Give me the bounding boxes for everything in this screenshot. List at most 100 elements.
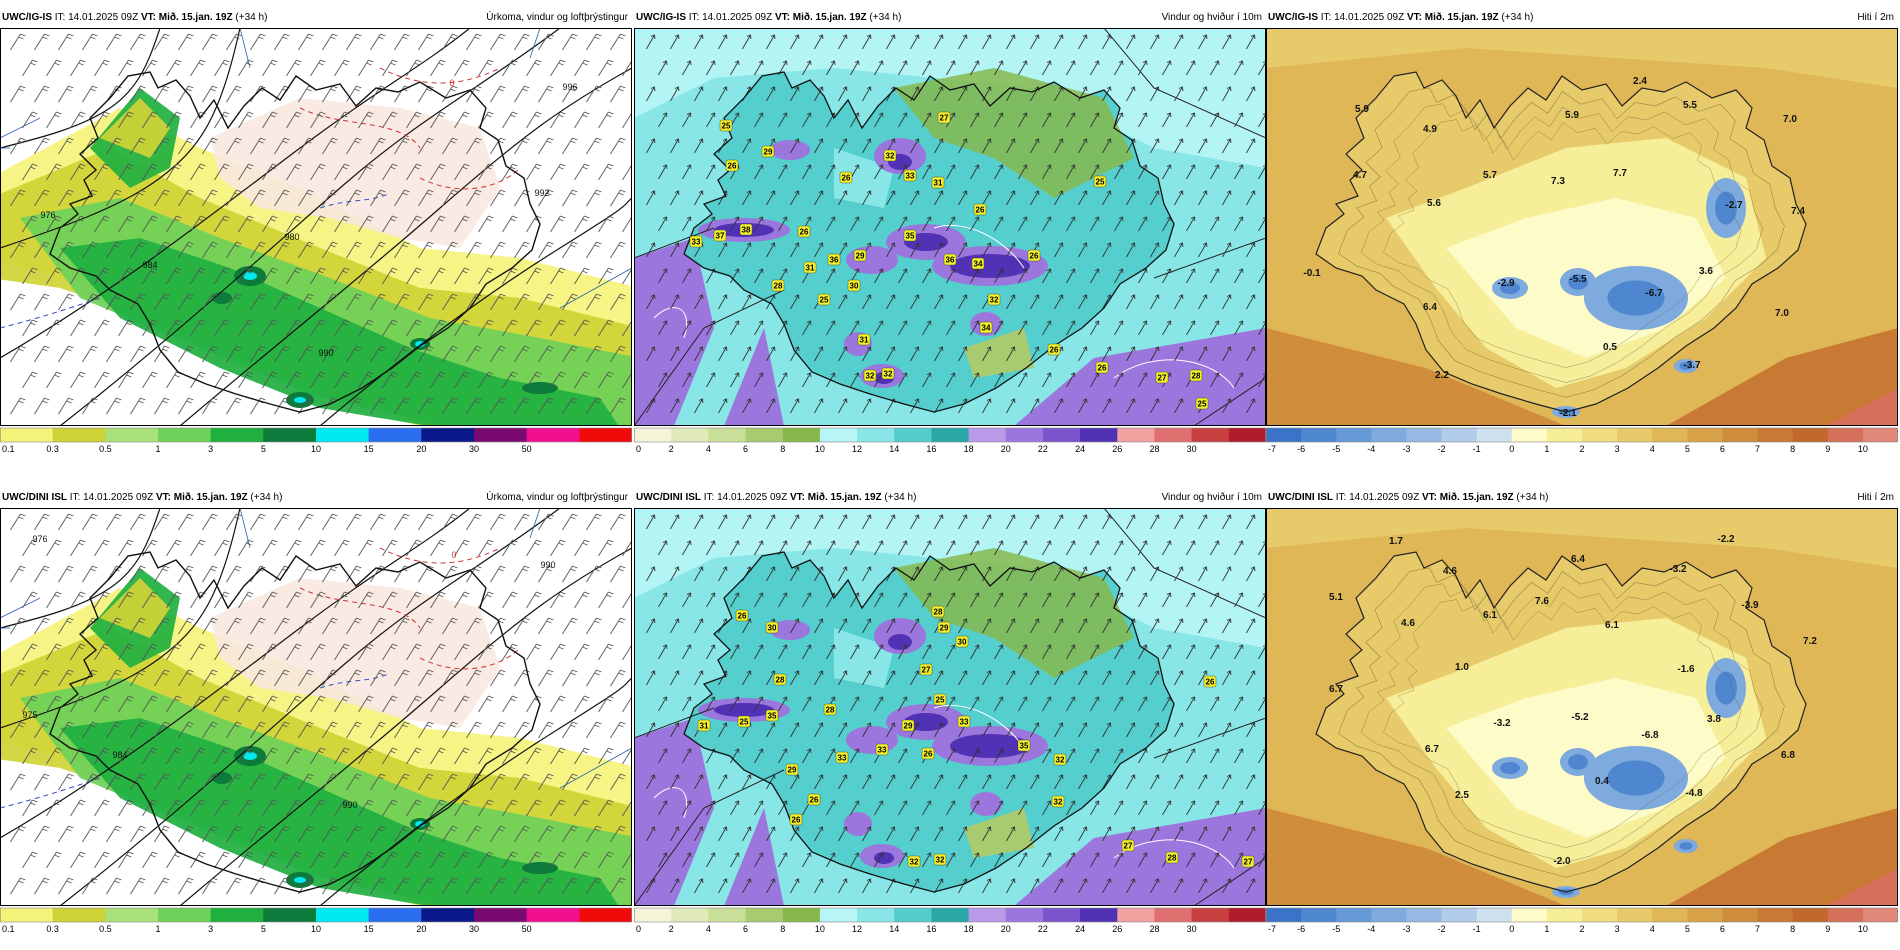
colorbar-tick-label: -3 — [1402, 444, 1410, 454]
colorbar-legend: 0 2 4 6 8 10 12 14 16 18 20 22 24 26 28 30 — [634, 426, 1266, 460]
colorbar-swatch — [316, 908, 370, 922]
temp-label: -3.7 — [1683, 360, 1701, 371]
valid-time: VT: Mið. 15.jan. 19Z — [153, 492, 248, 503]
colorbar-tick-label: -5 — [1332, 444, 1340, 454]
gust-label: 30 — [765, 621, 779, 634]
temp-label: -5.5 — [1569, 274, 1587, 285]
colorbar-tick-label: 10 — [311, 924, 321, 934]
colorbar-swatch — [263, 428, 317, 442]
coastline — [49, 71, 541, 413]
colorbar-swatch — [1154, 908, 1193, 922]
map-labels: 25 26 29 27 32 33 31 26 25 26 33 37 38 26 35 36 29 31 36 34… — [689, 111, 1209, 410]
gust-label: 34 — [971, 257, 985, 270]
colorbar-swatch — [708, 428, 747, 442]
colorbar-swatch — [1117, 908, 1155, 922]
temp-label: -2.1 — [1559, 408, 1577, 419]
colorbar-swatch — [782, 908, 821, 922]
colorbar-ticks: -7 -6 -5 -4 -3 -2 -1 0 1 2 3 4 5 6 7 8 9 10 — [1268, 924, 1868, 934]
colorbar-tick-label: 26 — [1112, 444, 1122, 454]
colorbar-legend: -7 -6 -5 -4 -3 -2 -1 0 1 2 3 4 5 6 7 8 9 10 — [1266, 426, 1898, 460]
blue-dashed-isotherms — [0, 192, 391, 329]
colorbar-tick-label: 14 — [889, 444, 899, 454]
colorbar-tick-label: 6 — [1720, 444, 1725, 454]
colorbar-swatch — [968, 428, 1007, 442]
colorbar-swatch — [1582, 908, 1618, 922]
gust-label: 33 — [835, 751, 849, 764]
colorbar-tick-label: -6 — [1297, 444, 1305, 454]
colorbar-swatch — [1511, 428, 1548, 442]
gust-value: 29 — [764, 148, 773, 157]
map-panel-igis-temp: UWC/IG-IS IT: 14.01.2025 09Z VT: Mið. 15… — [1266, 8, 1898, 468]
gust-label: 32 — [883, 149, 897, 162]
colorbar-swatch — [1862, 428, 1898, 442]
gust-value: 28 — [826, 706, 835, 715]
colorbar-tick-label: 0 — [1509, 924, 1514, 934]
isobar-label: 980 — [284, 232, 299, 242]
colorbar-swatch — [1757, 908, 1794, 922]
colorbar-swatch — [1792, 908, 1829, 922]
gust-label: 38 — [739, 223, 753, 236]
gust-value: 26 — [728, 162, 737, 171]
gust-label: 25 — [933, 693, 947, 706]
colorbar-tick-label: -2 — [1438, 924, 1446, 934]
colorbar-tick-label: 8 — [1790, 924, 1795, 934]
gust-label: 30 — [955, 635, 969, 648]
colorbar-tick-label: 0 — [636, 924, 641, 934]
gust-value: 27 — [1158, 374, 1167, 383]
colorbar-tick-label: -4 — [1367, 924, 1375, 934]
gust-value: 32 — [936, 856, 945, 865]
freezing-level-lines — [299, 67, 521, 190]
colorbar-swatch — [210, 908, 264, 922]
gust-label: 35 — [903, 229, 917, 242]
colorbar-ticks: 0.1 0.3 0.5 1 3 5 10 15 20 30 50 — [2, 444, 532, 454]
gust-value: 36 — [946, 256, 955, 265]
gust-label: 33 — [875, 743, 889, 756]
colorbar-tick-label: 30 — [469, 444, 479, 454]
colorbar-tick-label: 2 — [1579, 924, 1584, 934]
panel-header: UWC/IG-IS IT: 14.01.2025 09Z VT: Mið. 15… — [0, 8, 632, 28]
colorbar-tick-label: 7 — [1755, 444, 1760, 454]
temp-label: 1.0 — [1455, 662, 1469, 673]
temp-label: 4.6 — [1401, 618, 1415, 629]
colorbar-swatch — [1005, 908, 1044, 922]
colorbar-tick-label: 16 — [926, 924, 936, 934]
gust-value: 29 — [856, 252, 865, 261]
map-labels: 2.4 5.5 7.0 5.9 4.9 5.9 4.7 5.7 7.3 7.7 -2.7 7.4 5.6… — [1303, 76, 1805, 419]
colorbar-swatch — [1080, 428, 1118, 442]
colorbar-tick-label: 0 — [1509, 444, 1514, 454]
gust-value: 26 — [1030, 252, 1039, 261]
gust-value: 35 — [906, 232, 915, 241]
colorbar-swatch — [1117, 428, 1155, 442]
colorbar-tick-label: 50 — [522, 924, 532, 934]
colorbar-swatch — [634, 428, 672, 442]
gust-label: 28 — [1189, 369, 1203, 382]
gust-value: 26 — [810, 796, 819, 805]
colorbar-swatch — [1546, 908, 1583, 922]
colorbar-swatch — [1757, 428, 1794, 442]
model-source: UWC/IG-IS — [1268, 12, 1318, 23]
colorbar-ticks: 0 2 4 6 8 10 12 14 16 18 20 22 24 26 28 30 — [636, 924, 1197, 934]
gust-value: 32 — [884, 370, 893, 379]
panel-header: UWC/IG-IS IT: 14.01.2025 09Z VT: Mið. 15… — [634, 8, 1266, 28]
colorbar-tick-label: 6 — [743, 924, 748, 934]
gust-value: 35 — [1020, 742, 1029, 751]
colorbar-swatch — [1371, 908, 1407, 922]
gust-label: 32 — [907, 855, 921, 868]
freezing-level-lines — [299, 547, 521, 670]
colorbar-swatch — [1792, 428, 1829, 442]
init-label: IT: — [1318, 12, 1335, 23]
gust-label: 26 — [839, 171, 853, 184]
freezing-label: 0 — [449, 78, 454, 88]
gust-value: 28 — [1168, 854, 1177, 863]
colorbar-swatch — [1546, 428, 1583, 442]
colorbar-swatch — [1406, 428, 1443, 442]
colorbar-tick-label: -7 — [1268, 924, 1276, 934]
colorbar-tick-label: -1 — [1473, 924, 1481, 934]
gust-value: 26 — [1050, 346, 1059, 355]
model-source: UWC/DINI ISL — [2, 492, 67, 503]
temp-label: 6.8 — [1781, 750, 1795, 761]
colorbar-tick-label: 26 — [1112, 924, 1122, 934]
gust-value: 31 — [700, 722, 709, 731]
gust-value: 25 — [740, 718, 749, 727]
colorbar-swatch — [968, 908, 1007, 922]
